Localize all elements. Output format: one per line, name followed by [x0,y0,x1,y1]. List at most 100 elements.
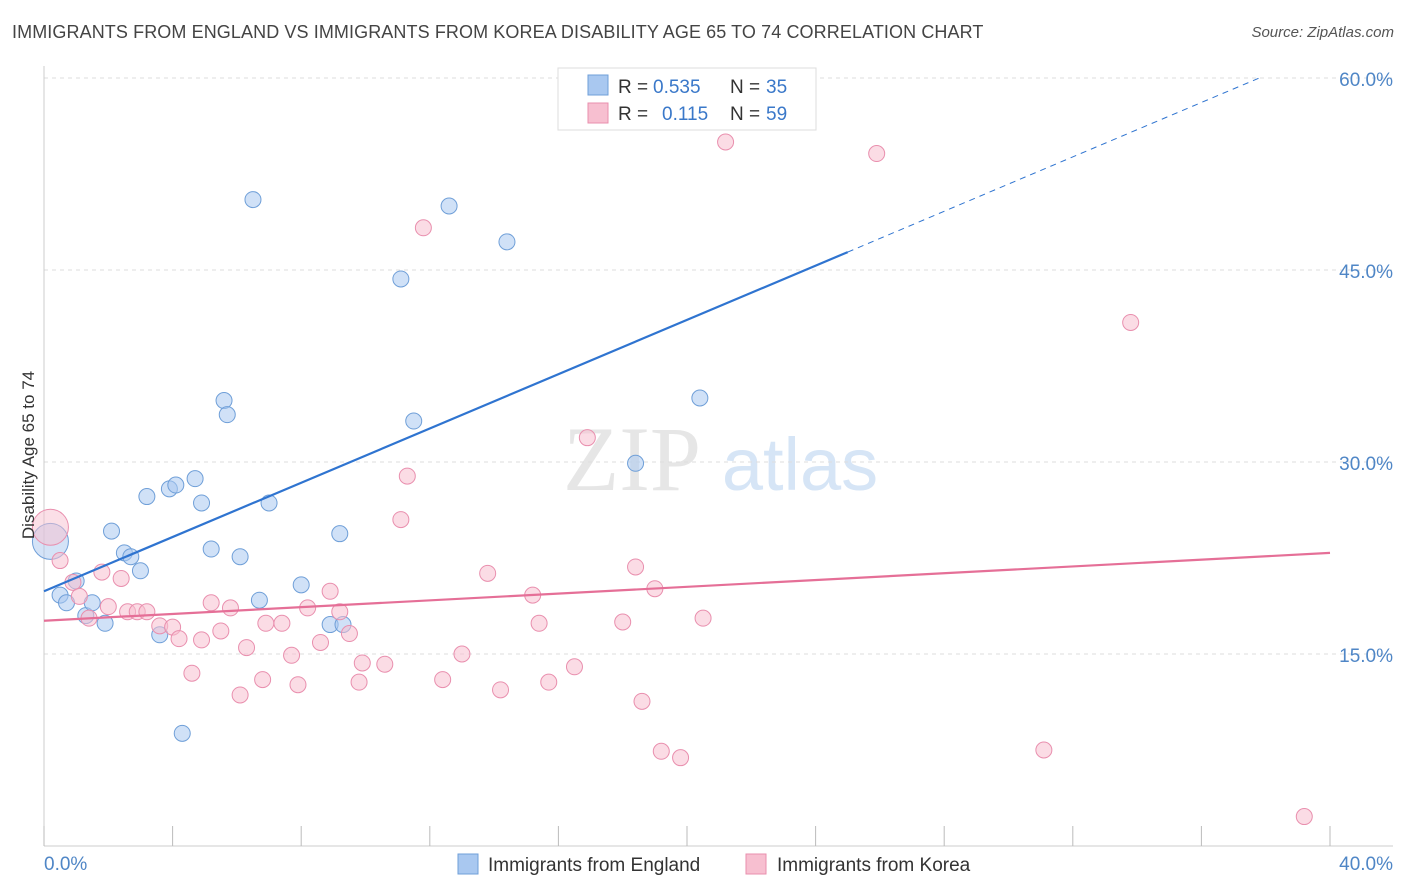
korea-point [350,673,368,691]
series-legend: Immigrants from England Immigrants from … [457,853,971,876]
england-point [244,191,262,209]
korea-point [51,552,69,570]
x-tick-label-max: 40.0% [1339,854,1393,875]
axes: 15.0% 30.0% 45.0% 60.0% [43,66,1393,847]
korea-point [283,646,301,664]
korea-point [1295,808,1313,826]
england-point [202,540,220,558]
korea-point [254,671,272,689]
korea-point [311,633,329,651]
korea-point [170,630,188,648]
england-point [440,197,458,215]
legend-swatch-england [587,74,609,96]
x-tick-label-min: 0.0% [44,854,87,875]
england-point [392,270,410,288]
y-tick-label: 30.0% [1339,454,1393,475]
korea-point [434,671,452,689]
england-trend-line [43,251,849,593]
korea-point [627,558,645,576]
korea-point [31,508,69,546]
legend-n-value-korea: 59 [766,104,787,125]
legend-n-value-england: 35 [766,77,787,98]
korea-point [138,603,156,621]
england-trend-extension [847,77,1260,253]
korea-point [257,614,275,632]
england-point [103,522,121,540]
korea-point [398,467,416,485]
legend-swatch-england-bottom [457,853,479,875]
korea-point [193,631,211,649]
england-point [498,233,516,251]
korea-point [578,429,596,447]
korea-point [492,681,510,699]
england-point [231,548,249,566]
korea-point [183,664,201,682]
korea-point [202,594,220,612]
england-point [167,476,185,494]
y-tick-label: 60.0% [1339,70,1393,91]
korea-point [70,587,88,605]
legend-n-label-korea: N = [730,104,760,125]
watermark-atlas: atlas [722,423,878,506]
y-axis-label: Disability Age 65 to 74 [19,371,38,539]
trend-lines [43,77,1331,622]
korea-point [694,609,712,627]
chart-title: IMMIGRANTS FROM ENGLAND VS IMMIGRANTS FR… [12,22,984,42]
source-credit: Source: ZipAtlas.com [1251,24,1394,41]
england-point [186,470,204,488]
legend-n-label-england: N = [730,77,760,98]
korea-point [453,645,471,663]
korea-point [231,686,249,704]
korea-point [540,673,558,691]
england-point [215,392,233,410]
england-point [292,576,310,594]
korea-trend-line [43,551,1331,622]
gridlines [44,77,1393,655]
england-point [405,412,423,430]
korea-point [321,582,339,600]
legend-r-value-korea: 0.115 [662,104,708,125]
korea-point [1122,313,1140,331]
korea-point [331,603,349,621]
legend-swatch-korea-bottom [745,853,767,875]
korea-point [414,219,432,237]
korea-point [614,613,632,631]
england-point [250,591,268,609]
korea-point [672,749,690,767]
korea-point [652,742,670,760]
korea-point [289,676,307,694]
korea-point [376,655,394,673]
korea-point [565,658,583,676]
korea-point [633,692,651,710]
england-point [691,389,709,407]
korea-point [238,639,256,657]
england-point [138,488,156,506]
england-point [131,562,149,580]
korea-point [221,599,239,617]
legend-r-value-england: 0.535 [653,77,701,98]
england-point [173,724,191,742]
england-point [331,525,349,543]
england-point [627,454,645,472]
korea-point [353,654,371,672]
legend-label-korea: Immigrants from Korea [777,855,971,876]
legend-r-label-england: R = [618,77,648,98]
korea-point [112,569,130,587]
korea-point [340,625,358,643]
korea-point [212,622,230,640]
legend-label-england: Immigrants from England [488,855,700,876]
korea-point [392,511,410,529]
korea-point [479,564,497,582]
korea-point [99,598,117,616]
england-point [96,614,114,632]
england-point [193,494,211,512]
stats-legend: R = 0.535 N = 35 R = 0.115 N = 59 [557,67,817,131]
korea-point [530,614,548,632]
korea-point [717,133,735,151]
korea-point [1035,741,1053,759]
y-tick-label: 45.0% [1339,262,1393,283]
england-point [218,406,236,424]
korea-point [868,145,886,163]
legend-r-label-korea: R = [618,104,648,125]
